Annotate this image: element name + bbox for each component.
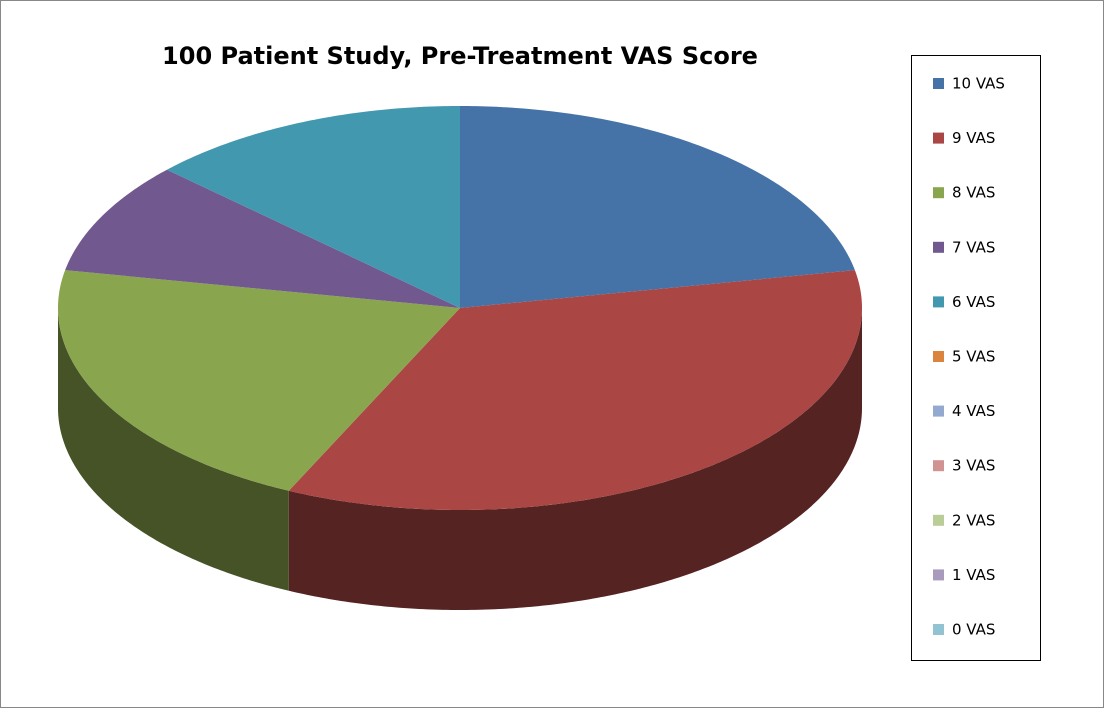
legend-label: 1 VAS: [952, 566, 995, 584]
legend-label: 3 VAS: [952, 457, 995, 475]
pie-slice: [65, 169, 461, 308]
pie-slice: [166, 106, 461, 308]
pie-tops: [58, 106, 862, 510]
legend-label: 8 VAS: [952, 184, 995, 202]
legend-label: 6 VAS: [952, 293, 995, 311]
pie-slice-side: [288, 308, 862, 610]
legend-label: 0 VAS: [952, 621, 995, 639]
pie-slice: [288, 270, 862, 510]
legend-label: 9 VAS: [952, 129, 995, 147]
legend-swatch: [933, 460, 944, 472]
chart-title: 100 Patient Study, Pre-Treatment VAS Sco…: [162, 42, 758, 70]
pie-sides: [58, 308, 862, 610]
pie-slice: [460, 106, 855, 308]
legend-swatch: [933, 624, 944, 635]
legend-swatch: [933, 351, 944, 362]
legend-label: 4 VAS: [952, 402, 995, 420]
legend-swatch: [933, 132, 944, 144]
legend-swatch: [933, 405, 944, 417]
legend-label: 5 VAS: [952, 348, 995, 366]
legend-swatch: [933, 78, 944, 89]
legend-label: 7 VAS: [952, 238, 995, 256]
pie-slice-side: [58, 308, 289, 591]
pie-slice: [58, 270, 461, 491]
legend-swatch: [933, 514, 944, 526]
legend-swatch: [933, 241, 944, 253]
legend-label: 2 VAS: [952, 511, 995, 529]
legend-swatch: [933, 569, 944, 581]
legend-swatch: [933, 296, 944, 308]
legend-swatch: [933, 187, 944, 199]
legend-label: 10 VAS: [952, 75, 1005, 93]
